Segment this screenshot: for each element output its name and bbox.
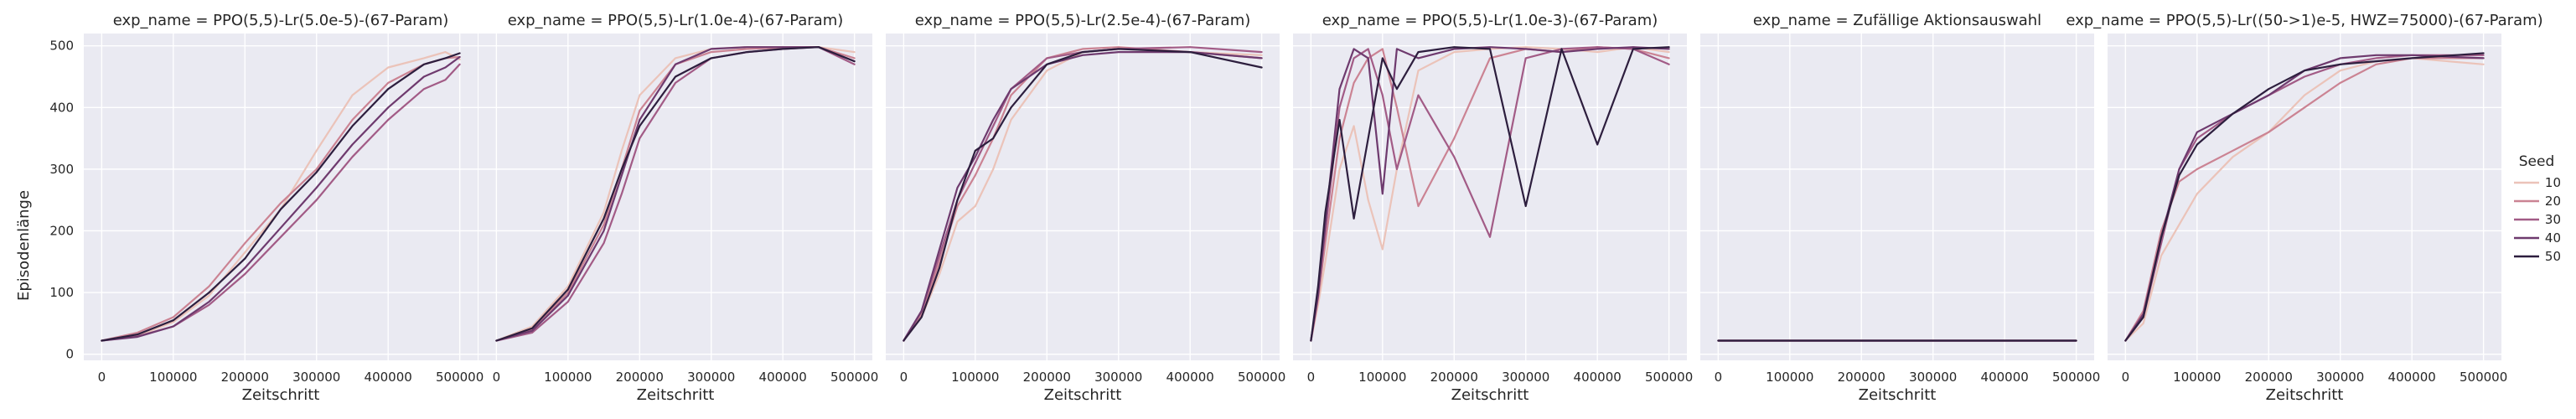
legend-label-seed-30: 30	[2545, 212, 2561, 227]
legend-label-seed-40: 40	[2545, 230, 2561, 246]
x-tick-label: 300000	[1094, 370, 1142, 385]
panel: 0 100000 200000 300000 400000 500000 0 100 200 30…	[49, 12, 484, 404]
x-tick-label: 100000	[1766, 370, 1813, 385]
x-tick-label: 300000	[687, 370, 735, 385]
x-tick-label: 0	[2122, 370, 2130, 385]
x-axis-label: Zeitschritt	[1044, 386, 1122, 404]
panel: 0 100000 200000 300000 400000 500000 exp_name …	[1700, 12, 2100, 404]
panel-title: exp_name = PPO(5,5)-Lr(2.5e-4)-(67-Param…	[915, 12, 1251, 29]
plot-area	[886, 34, 1280, 360]
x-tick-label: 100000	[149, 370, 197, 385]
x-tick-label: 0	[1307, 370, 1316, 385]
panel: 0 100000 200000 300000 400000 500000 exp_name …	[1293, 12, 1693, 404]
series-line-seed-50	[495, 46, 856, 342]
x-tick-label: 400000	[1166, 370, 1214, 385]
series-line-seed-10	[101, 51, 461, 342]
y-axis-label: Episodenlänge	[15, 190, 33, 301]
x-tick-label: 100000	[544, 370, 592, 385]
x-tick-label: 400000	[1574, 370, 1622, 385]
panel-title: exp_name = PPO(5,5)-Lr(1.0e-3)-(67-Param…	[1322, 12, 1658, 29]
x-tick-label: 0	[900, 370, 908, 385]
plot-area	[84, 34, 478, 360]
x-tick-label: 500000	[436, 370, 484, 385]
series-line-seed-50	[101, 52, 461, 342]
series-line-seed-20	[2124, 57, 2485, 342]
x-tick-label: 200000	[1023, 370, 1071, 385]
panel-title: exp_name = PPO(5,5)-Lr(1.0e-4)-(67-Param…	[508, 12, 844, 29]
x-tick-label: 200000	[1838, 370, 1885, 385]
x-tick-label: 0	[1715, 370, 1723, 385]
x-tick-label: 500000	[830, 370, 878, 385]
x-axis-label: Zeitschritt	[242, 386, 320, 404]
x-axis-label: Zeitschritt	[2266, 386, 2344, 404]
y-tick-label: 200	[49, 223, 74, 238]
x-tick-label: 300000	[2316, 370, 2364, 385]
plot-area	[478, 34, 872, 360]
series-line-seed-50	[1310, 46, 1670, 342]
panel-title: exp_name = Zufällige Aktionsauswahl	[1753, 12, 2041, 29]
x-tick-label: 100000	[951, 370, 999, 385]
x-tick-label: 400000	[759, 370, 807, 385]
x-tick-label: 100000	[1358, 370, 1406, 385]
y-tick-label: 500	[49, 39, 74, 54]
legend: Seed 10 20 30 40 50	[2514, 153, 2561, 264]
x-tick-label: 0	[493, 370, 501, 385]
x-axis-label: Zeitschritt	[637, 386, 715, 404]
series-line-seed-50	[2124, 52, 2485, 342]
x-tick-label: 100000	[2173, 370, 2221, 385]
x-tick-label: 200000	[2245, 370, 2293, 385]
x-tick-label: 300000	[1502, 370, 1549, 385]
legend-label-seed-10: 10	[2545, 175, 2561, 190]
x-axis-label: Zeitschritt	[1451, 386, 1529, 404]
x-tick-label: 300000	[292, 370, 340, 385]
x-tick-label: 200000	[616, 370, 664, 385]
plot-area	[2108, 34, 2501, 360]
panel-title: exp_name = PPO(5,5)-Lr(5.0e-5)-(67-Param…	[113, 12, 449, 29]
panels: 0 100000 200000 300000 400000 500000010020030…	[49, 12, 2542, 404]
legend-label-seed-20: 20	[2545, 194, 2561, 209]
series-line-seed-40	[101, 55, 461, 342]
y-tick-label: 0	[65, 347, 74, 362]
x-axis-label: Zeitschritt	[1859, 386, 1937, 404]
plot-area	[1293, 34, 1687, 360]
x-tick-label: 300000	[1909, 370, 1957, 385]
legend-title: Seed	[2519, 153, 2555, 170]
x-tick-label: 400000	[365, 370, 412, 385]
y-tick-label: 100	[49, 285, 74, 300]
x-tick-label: 0	[98, 370, 106, 385]
series-line-seed-40	[903, 51, 1263, 342]
x-tick-label: 200000	[221, 370, 269, 385]
x-tick-label: 500000	[2052, 370, 2100, 385]
panel: 0 100000 200000 300000 400000 500000 exp_name …	[886, 12, 1285, 404]
x-tick-label: 400000	[1981, 370, 2029, 385]
series-line-seed-40	[1310, 46, 1670, 342]
x-tick-label: 200000	[1430, 370, 1478, 385]
series-line-seed-40	[495, 46, 856, 342]
panel: 0 100000 200000 300000 400000 500000 exp_name …	[2066, 12, 2542, 404]
y-tick-label: 400	[49, 100, 74, 115]
x-tick-label: 500000	[1645, 370, 1693, 385]
x-tick-label: 400000	[2388, 370, 2436, 385]
x-tick-label: 500000	[2460, 370, 2507, 385]
plot-area	[1700, 34, 2094, 360]
x-tick-label: 500000	[1238, 370, 1285, 385]
y-tick-label: 300	[49, 162, 74, 177]
series-line-seed-50	[903, 48, 1263, 342]
panel-title: exp_name = PPO(5,5)-Lr((50->1)e-5, HWZ=7…	[2066, 12, 2542, 29]
panel: 0 100000 200000 300000 400000 500000 exp_name …	[478, 12, 878, 404]
legend-label-seed-50: 50	[2545, 249, 2561, 264]
